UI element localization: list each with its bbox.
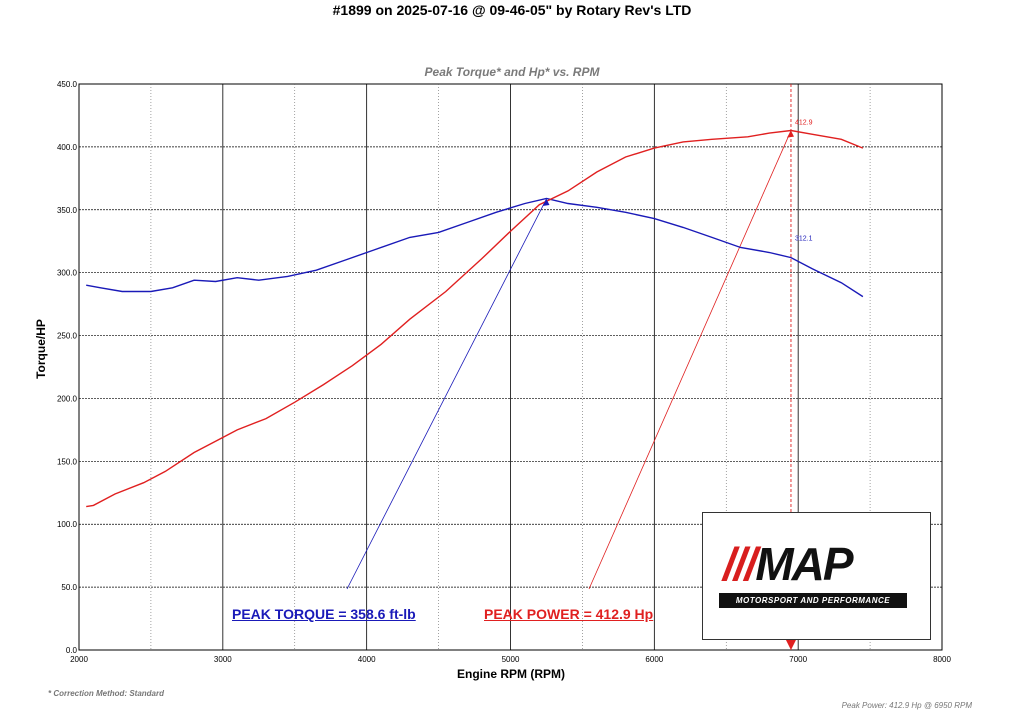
y-tick-label: 300.0	[57, 269, 78, 278]
y-tick-label: 350.0	[57, 206, 78, 215]
brand-logo: ///MAP MOTORSPORT AND PERFORMANCE	[702, 512, 931, 640]
y-tick-label: 450.0	[57, 80, 78, 89]
y-tick-label: 100.0	[57, 520, 78, 529]
logo-subtitle: MOTORSPORT AND PERFORMANCE	[719, 593, 907, 608]
y-tick-label: 250.0	[57, 332, 78, 341]
x-tick-label: 7000	[789, 655, 807, 664]
x-tick-label: 6000	[645, 655, 663, 664]
x-tick-label: 5000	[502, 655, 520, 664]
series-lines	[86, 129, 864, 508]
report-title: #1899 on 2025-07-16 @ 09-46-05" by Rotar…	[332, 2, 692, 18]
y-tick-label: 150.0	[57, 457, 78, 466]
tick-labels: 2000 3000 4000 5000 6000 7000 8000 0.0 50.0 100.0…	[57, 80, 951, 664]
x-tick-label: 3000	[214, 655, 232, 664]
series-line-torque	[86, 197, 864, 298]
logo-bars: ///	[723, 538, 757, 590]
x-tick-label: 2000	[70, 655, 88, 664]
logo-letters: MAP	[755, 538, 853, 590]
power-value-label: 412.9	[795, 120, 813, 127]
correction-footnote: * Correction Method: Standard	[48, 689, 165, 698]
x-tick-label: 8000	[933, 655, 951, 664]
peak-power-footer: Peak Power: 412.9 Hp @ 6950 RPM	[841, 701, 972, 710]
x-axis-label: Engine RPM (RPM)	[457, 667, 565, 681]
logo-mark: ///MAP	[723, 538, 854, 590]
x-tick-label: 4000	[358, 655, 376, 664]
torque-value-label: 312.1	[795, 235, 813, 242]
torque-peak-guide	[346, 198, 547, 590]
chart-title: Peak Torque* and Hp* vs. RPM	[425, 65, 601, 79]
series-line-power	[86, 129, 864, 508]
power-peak-arrow	[786, 130, 794, 138]
y-tick-label: 400.0	[57, 143, 78, 152]
y-tick-label: 0.0	[66, 646, 78, 655]
y-tick-label: 200.0	[57, 394, 78, 403]
y-axis-label: Torque/HP	[34, 319, 48, 379]
power-peak-guide	[588, 130, 792, 590]
peak-power-readout: PEAK POWER = 412.9 Hp	[484, 606, 654, 622]
peak-guide-lines	[346, 130, 792, 590]
y-tick-label: 50.0	[61, 583, 77, 592]
peak-torque-readout: PEAK TORQUE = 358.6 ft-lb	[232, 606, 416, 622]
torque-peak-arrow	[542, 198, 550, 206]
